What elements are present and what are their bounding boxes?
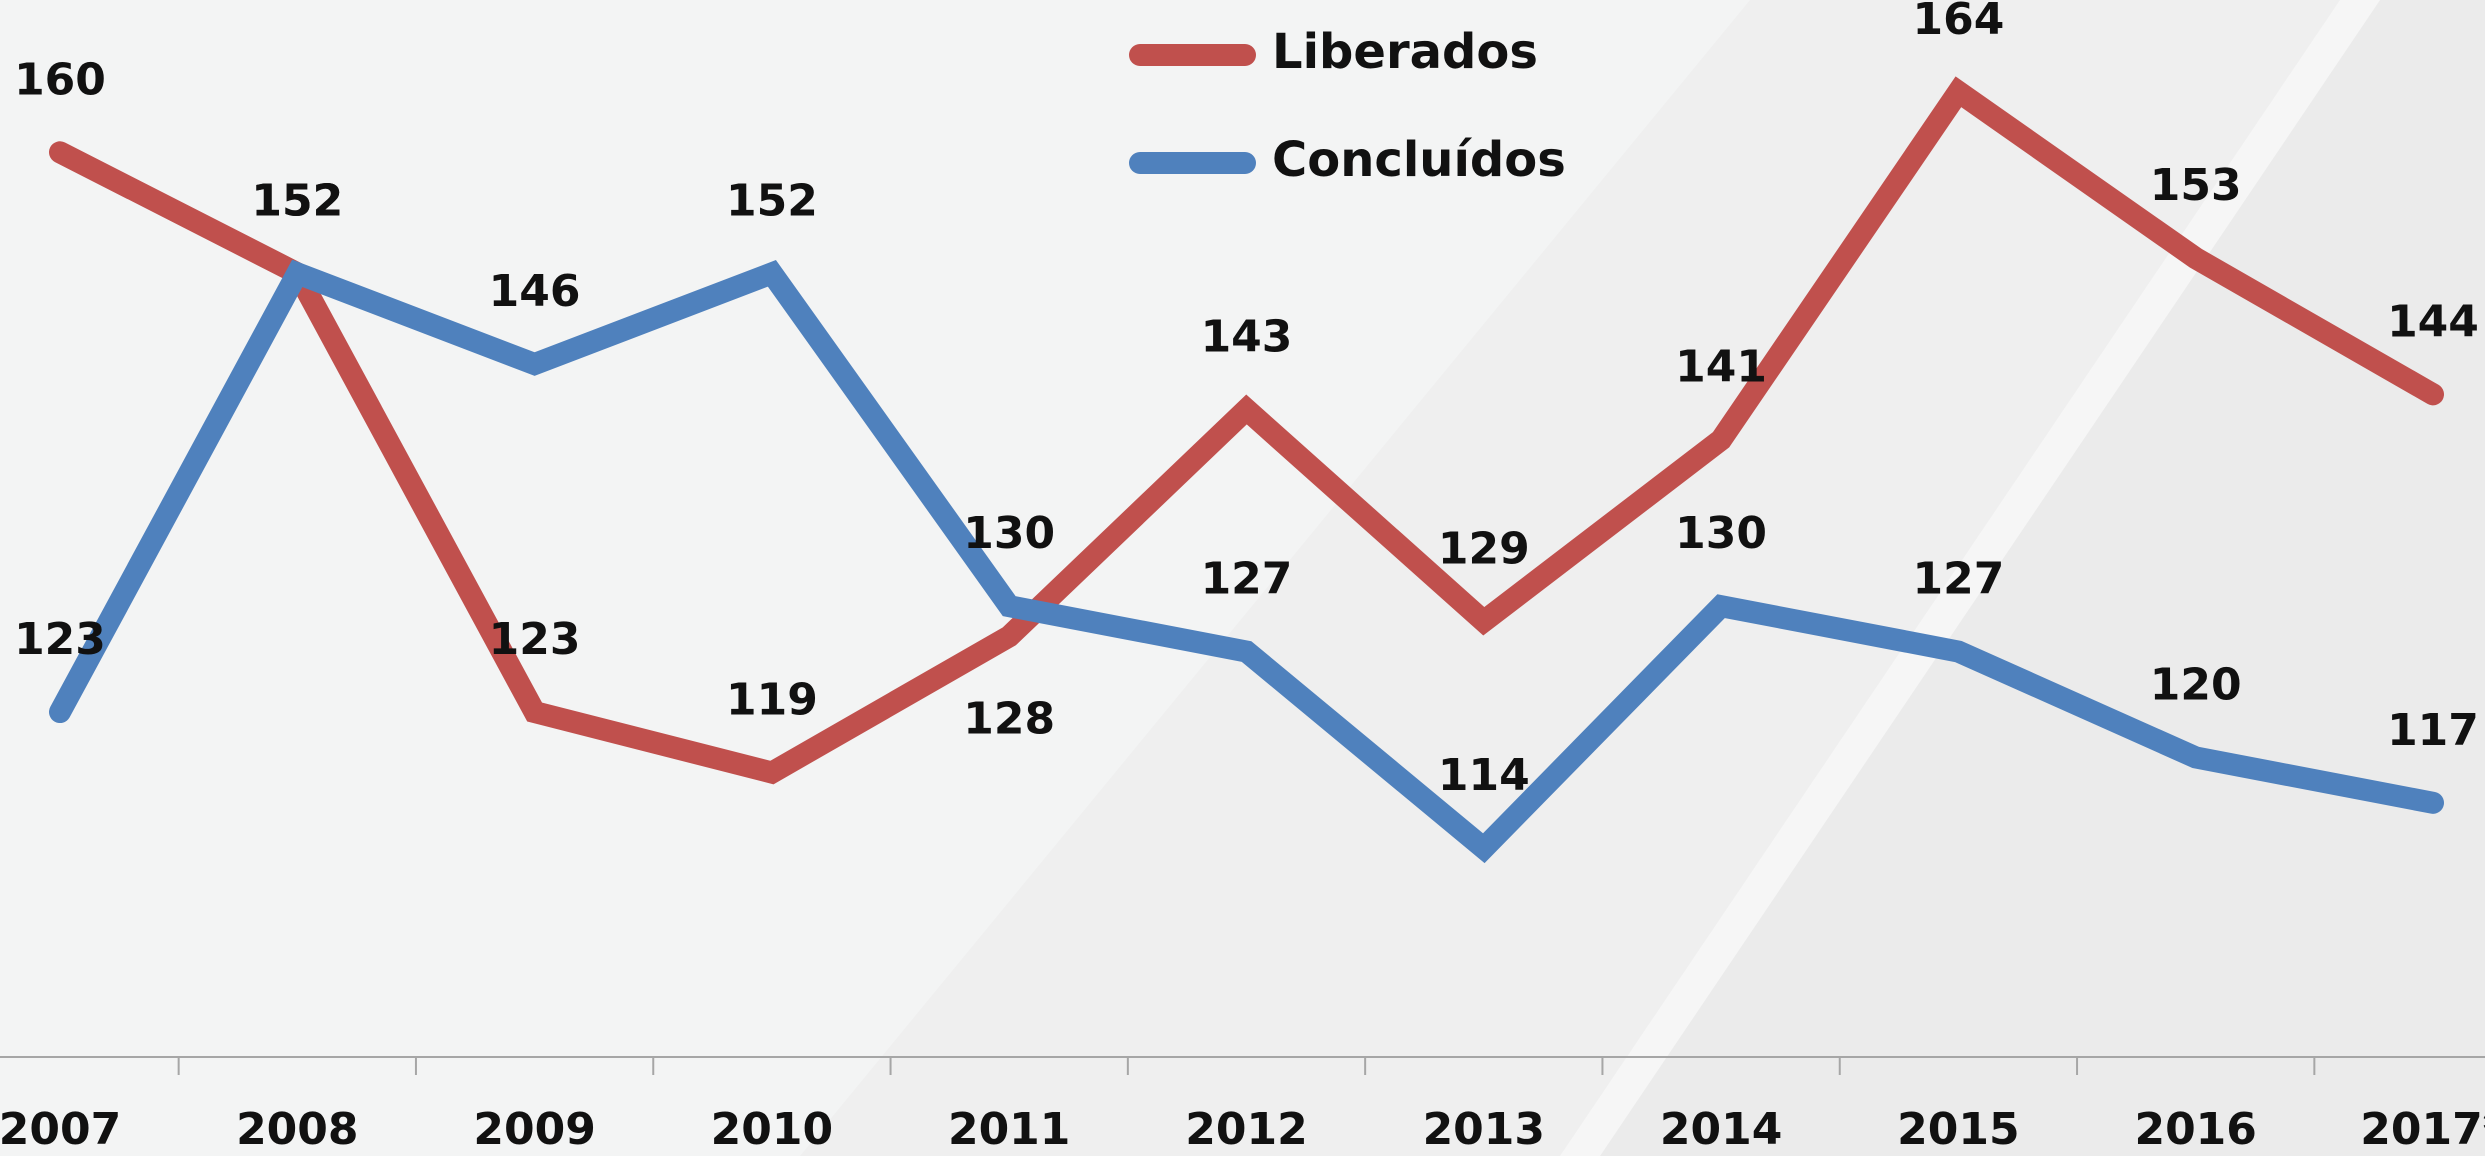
line (49, 259, 2444, 864)
x-tick-label: 2015 (1897, 1104, 2019, 1155)
x-tick-label: 2012 (1185, 1104, 1307, 1155)
x-tick-label: 2008 (236, 1104, 358, 1155)
legend-label: Liberados (1272, 24, 1538, 80)
data-label: 153 (2150, 160, 2242, 211)
data-label: 164 (1912, 0, 2004, 45)
x-tick-label: 2016 (2134, 1104, 2256, 1155)
data-label: 123 (14, 614, 106, 665)
data-label: 160 (14, 54, 106, 105)
data-label: 130 (1675, 508, 1767, 559)
x-tick-label: 2011 (948, 1104, 1070, 1155)
x-tick-label: 2007 (0, 1104, 121, 1155)
data-label: 129 (1438, 523, 1530, 574)
data-label: 141 (1675, 342, 1767, 393)
x-tick-label: 2014 (1660, 1104, 1782, 1155)
data-label: 152 (251, 175, 343, 226)
background-stripe (1560, 0, 2380, 1156)
line (49, 76, 2444, 785)
data-label: 128 (963, 693, 1055, 744)
data-label: 119 (726, 675, 818, 726)
data-label: 146 (489, 266, 581, 317)
data-label: 127 (1912, 554, 2004, 605)
x-tick-label: 2009 (473, 1104, 595, 1155)
data-label: 152 (251, 175, 343, 226)
data-label: 127 (1201, 554, 1293, 605)
x-tick-label: 2017* (2360, 1104, 2485, 1155)
legend-label: Concluídos (1272, 132, 1566, 188)
data-label: 144 (2387, 296, 2479, 347)
data-label: 120 (2150, 659, 2242, 710)
data-label: 152 (726, 175, 818, 226)
data-label: 143 (1201, 311, 1293, 362)
x-tick-label: 2013 (1423, 1104, 1545, 1155)
data-label: 123 (489, 614, 581, 665)
data-label: 117 (2387, 705, 2479, 756)
data-label: 130 (963, 508, 1055, 559)
data-label: 114 (1438, 750, 1530, 801)
x-tick-label: 2010 (711, 1104, 833, 1155)
